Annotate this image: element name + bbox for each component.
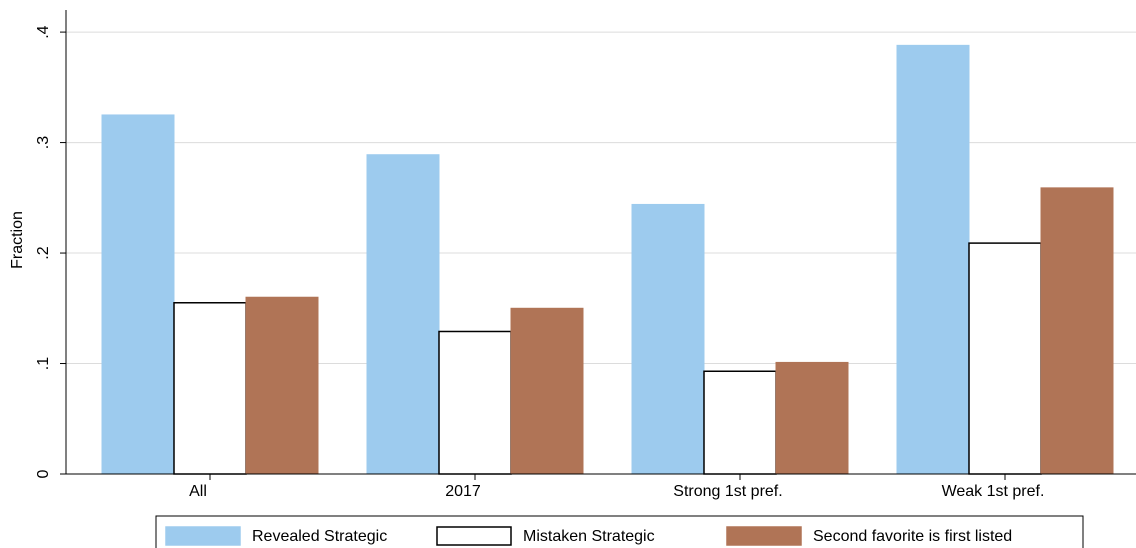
bar: [968, 242, 1042, 475]
y-tick-label: .3: [35, 136, 52, 149]
bar: [775, 361, 849, 475]
bar: [438, 330, 512, 475]
bar: [631, 203, 705, 475]
y-tick-label: .1: [35, 357, 52, 370]
y-tick-label: .2: [35, 246, 52, 259]
x-tick-label: Strong 1st pref.: [673, 483, 782, 500]
x-tick-label: 2017: [445, 483, 481, 500]
bar: [245, 296, 319, 475]
legend-label: Revealed Strategic: [252, 528, 387, 545]
legend-swatch: [436, 526, 512, 546]
y-axis-label: Fraction: [9, 211, 26, 269]
legend-swatch: [165, 526, 241, 546]
bar: [101, 114, 175, 475]
y-tick-label: .4: [35, 25, 52, 38]
legend-label: Second favorite is first listed: [813, 528, 1012, 545]
x-tick-label: All: [189, 483, 207, 500]
x-tick-label: Weak 1st pref.: [942, 483, 1045, 500]
bar: [173, 302, 247, 475]
bar: [510, 307, 584, 475]
bar: [1040, 187, 1114, 475]
legend-swatch: [726, 526, 802, 546]
y-tick-label: 0: [35, 469, 52, 478]
bar: [896, 44, 970, 475]
legend: [155, 515, 1084, 548]
legend-label: Mistaken Strategic: [523, 528, 655, 545]
bar: [366, 154, 440, 475]
bar: [703, 370, 777, 475]
